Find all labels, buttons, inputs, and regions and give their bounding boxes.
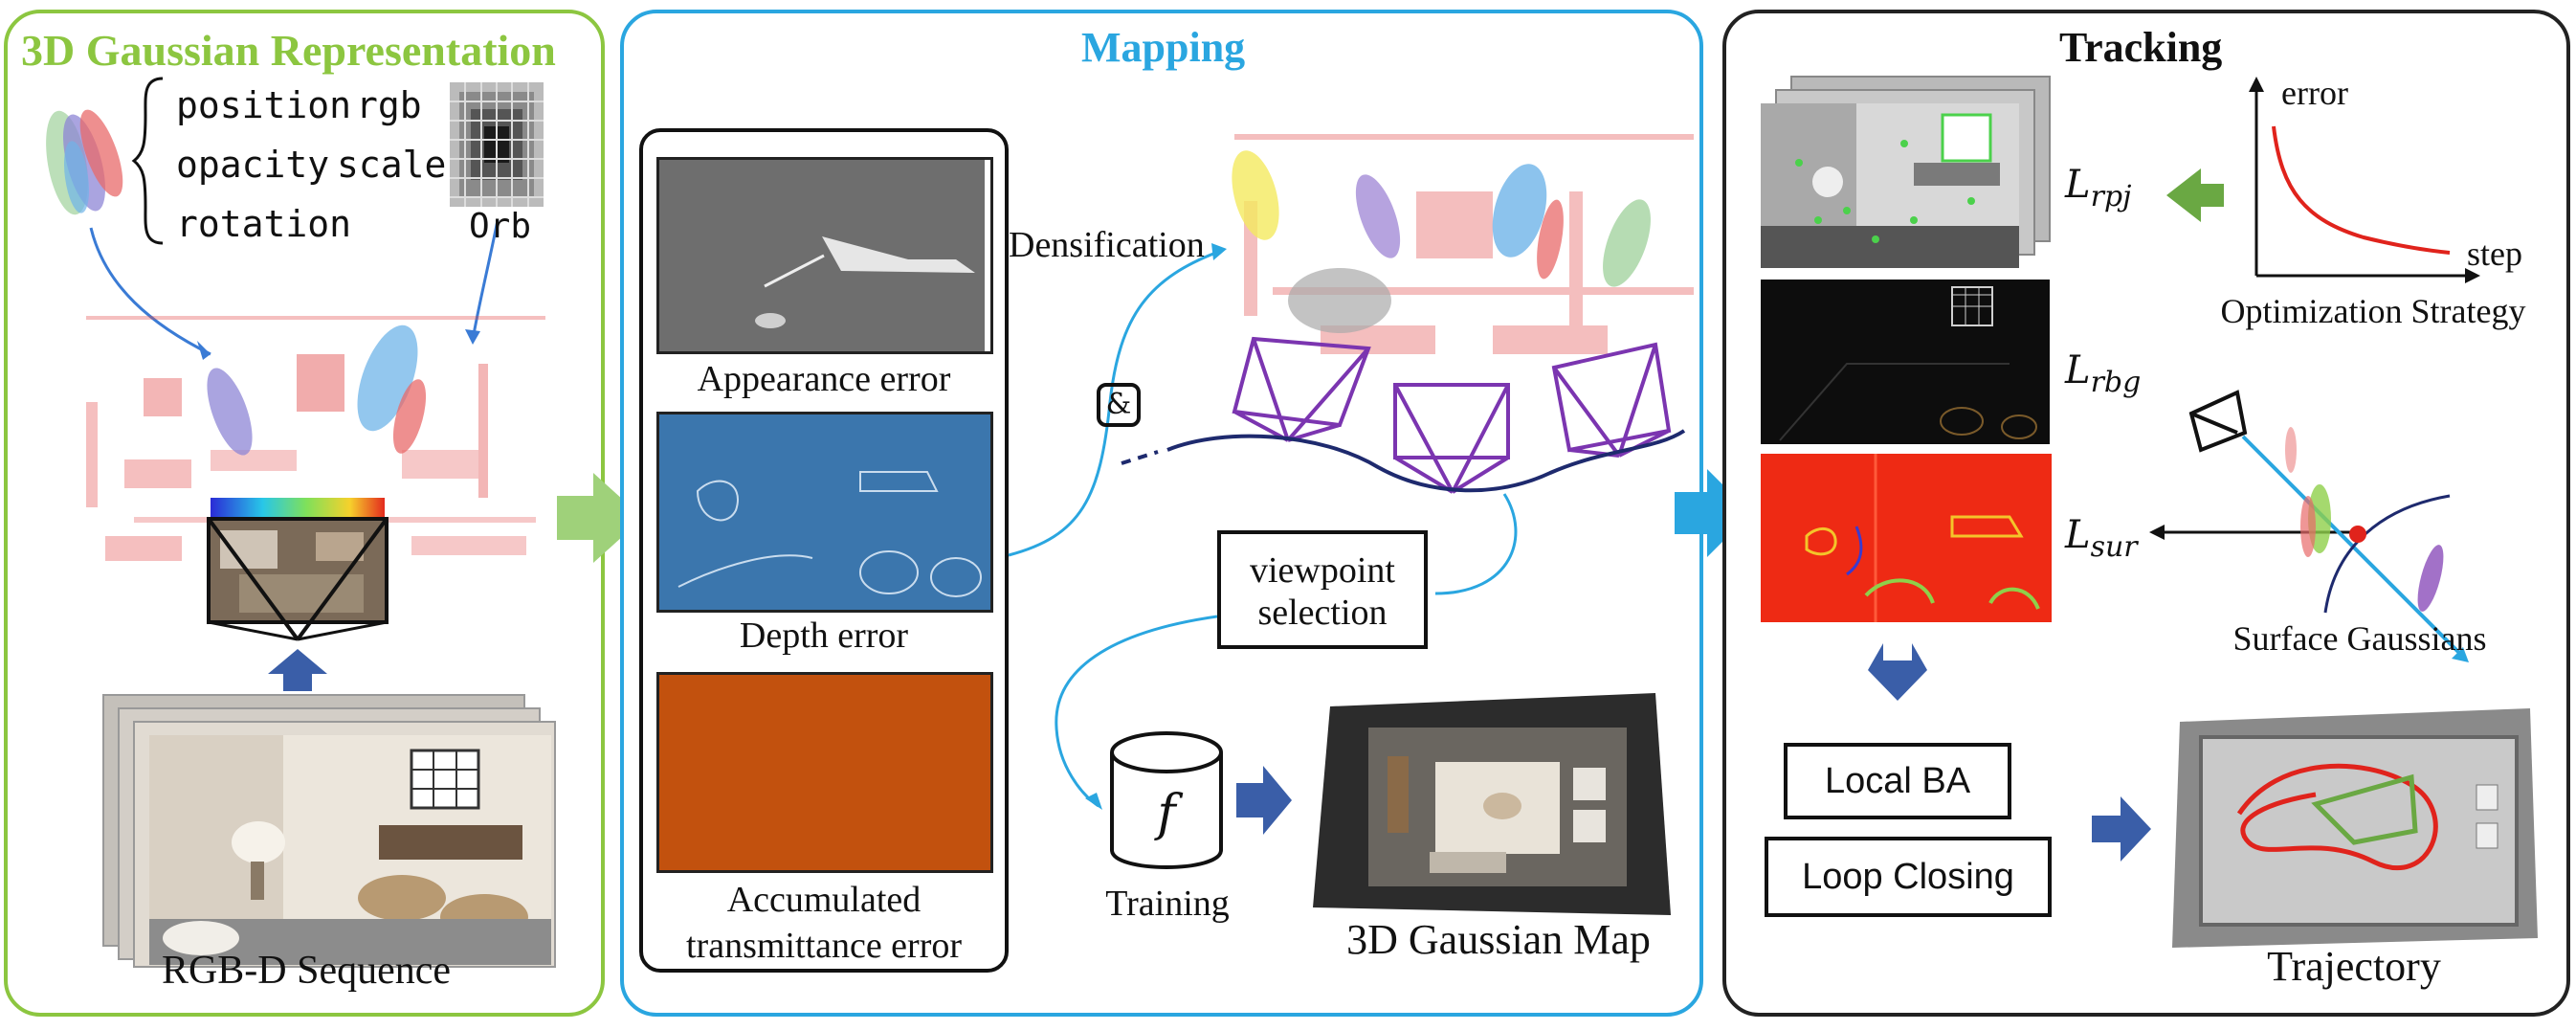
gaussian-cluster-icon [46, 109, 123, 215]
orb-label: Orb [469, 207, 532, 246]
local-ba-label: Local BA [1824, 761, 1971, 801]
trajectory-arrow-icon [2092, 796, 2151, 862]
attr-rgb: rgb [356, 84, 422, 126]
transmittance-error-label-2: transmittance error [685, 926, 963, 966]
brace-icon [131, 77, 164, 245]
sequence-label: RGB-D Sequence [161, 949, 452, 993]
colorbar-strip [211, 498, 385, 517]
attr-rotation: rotation [176, 203, 352, 245]
rpj-frames-image [1761, 76, 2051, 268]
appearance-error-image [656, 157, 993, 354]
loss-sur: Lsur [2065, 513, 2138, 564]
loss-rpj-sub: rpj [2090, 180, 2132, 213]
viewpoint-selection-box: viewpoint selection [1217, 530, 1428, 649]
transmittance-error-image [656, 672, 993, 873]
loss-sur-base: L [2065, 513, 2091, 557]
representation-title: 3D Gaussian Representation [21, 26, 556, 75]
loss-rbg-sub: rbg [2090, 366, 2142, 399]
loss-rpj-base: L [2065, 163, 2091, 207]
viewpoint-label-2: selection [1257, 593, 1388, 633]
appearance-error-label: Appearance error [697, 359, 951, 399]
rbg-image [1761, 280, 2050, 444]
error-axis-label: error [2281, 74, 2348, 112]
training-arrow-icon [1236, 766, 1292, 835]
surface-gaussians-label: Surface Gaussians [2232, 619, 2487, 658]
rgbd-frames-icon [102, 694, 556, 968]
mapping-title: Mapping [1081, 24, 1246, 71]
depth-error-label: Depth error [739, 616, 909, 656]
sur-image [1761, 454, 2052, 622]
training-cylinder-icon [1110, 731, 1223, 869]
camera-frustums-icon [1232, 336, 1672, 494]
error-curve [2272, 125, 2451, 255]
loop-closing-label: Loop Closing [1802, 857, 2014, 897]
step-axis-label: step [2467, 235, 2522, 273]
attr-scale: scale [337, 144, 447, 186]
tracking-title: Tracking [2059, 24, 2223, 71]
ampersand-badge: & [1097, 383, 1141, 427]
error-maps-box [639, 128, 1009, 973]
local-ba-box: Local BA [1784, 743, 2011, 819]
orb-patch-icon [450, 82, 544, 207]
transmittance-error-label-1: Accumulated [726, 880, 922, 920]
trajectory-label: Trajectory [2267, 943, 2441, 990]
attr-position: position [176, 84, 352, 126]
attr-opacity: opacity [176, 144, 330, 186]
surface-gaussians-graphic [2149, 390, 2469, 662]
training-label: Training [1105, 884, 1230, 924]
loop-closing-box: Loop Closing [1765, 837, 2052, 917]
viewpoint-label-1: viewpoint [1250, 550, 1395, 591]
loss-rbg: Lrbg [2065, 348, 2141, 399]
densification-label: Densification [1009, 225, 1205, 265]
trajectory-image [2172, 708, 2538, 948]
loss-rbg-base: L [2065, 348, 2091, 392]
down-arrow-icon [1868, 643, 1927, 701]
up-arrow-icon [268, 649, 327, 691]
loss-rpj: Lrpj [2065, 163, 2131, 213]
loss-sur-sub: sur [2090, 530, 2138, 564]
point-cloud-icon [86, 316, 545, 561]
depth-error-image [656, 412, 993, 613]
training-symbol: f [1157, 785, 1176, 842]
gaussian-map-image [1313, 693, 1671, 915]
strategy-label: Optimization Strategy [2220, 292, 2526, 330]
green-left-arrow-icon [2166, 168, 2224, 222]
ampersand-symbol: & [1105, 388, 1132, 421]
camera-frustum-icon [207, 517, 389, 641]
gaussian-map-label: 3D Gaussian Map [1346, 916, 1651, 963]
strategy-plot [2249, 77, 2480, 283]
